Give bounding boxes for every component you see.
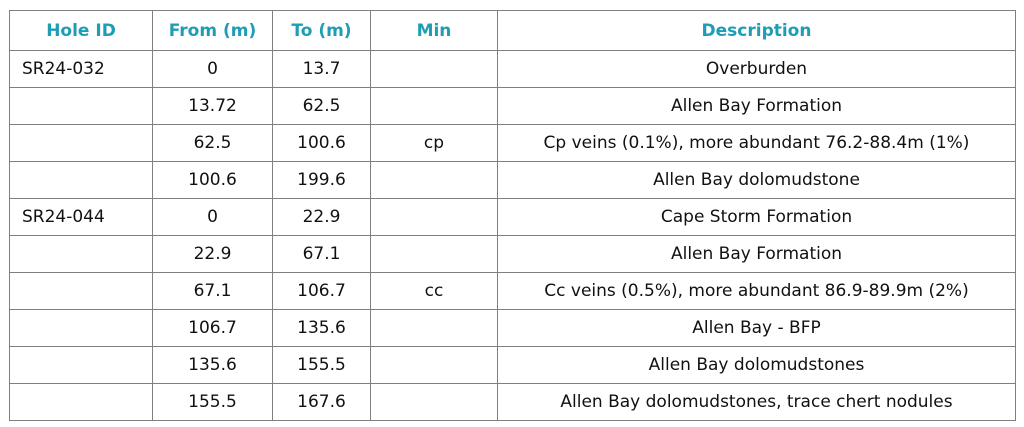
table-cell bbox=[9, 309, 153, 347]
table-cell bbox=[9, 383, 153, 421]
table-cell bbox=[370, 87, 498, 125]
table-cell bbox=[9, 346, 153, 384]
table-row: 106.7 135.6 Allen Bay - BFP bbox=[9, 309, 1016, 347]
table-cell bbox=[370, 346, 498, 384]
table-cell: 155.5 bbox=[272, 346, 371, 384]
table-cell: 100.6 bbox=[272, 124, 371, 162]
table-cell bbox=[370, 198, 498, 236]
table-cell: 67.1 bbox=[272, 235, 371, 273]
table-cell: SR24-032 bbox=[9, 50, 153, 88]
table-cell: 0 bbox=[152, 50, 273, 88]
table-cell: Cape Storm Formation bbox=[497, 198, 1016, 236]
table-cell: SR24-044 bbox=[9, 198, 153, 236]
column-header: To (m) bbox=[272, 10, 371, 51]
table-cell: Cp veins (0.1%), more abundant 76.2-88.4… bbox=[497, 124, 1016, 162]
table-cell: cc bbox=[370, 272, 498, 310]
table-cell: 199.6 bbox=[272, 161, 371, 199]
table-cell: 22.9 bbox=[152, 235, 273, 273]
table-cell: 100.6 bbox=[152, 161, 273, 199]
table-row: SR24-044 0 22.9 Cape Storm Formation bbox=[9, 198, 1016, 236]
table-wrapper: Hole ID From (m) To (m) Min Description SR24… bbox=[9, 10, 1016, 421]
table-cell: 167.6 bbox=[272, 383, 371, 421]
table-cell: cp bbox=[370, 124, 498, 162]
table-row: 13.72 62.5 Allen Bay Formation bbox=[9, 87, 1016, 125]
table-cell: 67.1 bbox=[152, 272, 273, 310]
column-header: From (m) bbox=[152, 10, 273, 51]
table-body: SR24-032 0 13.7 Overburden 13.72 62.5 Allen Ba… bbox=[9, 50, 1016, 421]
column-header: Description bbox=[497, 10, 1016, 51]
table-cell: 135.6 bbox=[272, 309, 371, 347]
table-cell: 155.5 bbox=[152, 383, 273, 421]
table-cell: Allen Bay dolomudstones bbox=[497, 346, 1016, 384]
table-row: 155.5 167.6 Allen Bay dolomudstones, trace… bbox=[9, 383, 1016, 421]
table-cell bbox=[9, 161, 153, 199]
table-cell: Allen Bay dolomudstone bbox=[497, 161, 1016, 199]
table-cell: 135.6 bbox=[152, 346, 273, 384]
table-cell: Allen Bay Formation bbox=[497, 87, 1016, 125]
column-header: Hole ID bbox=[9, 10, 153, 51]
table-cell: Overburden bbox=[497, 50, 1016, 88]
table-cell: Allen Bay Formation bbox=[497, 235, 1016, 273]
table-cell bbox=[9, 272, 153, 310]
table-cell bbox=[9, 124, 153, 162]
table-row: 22.9 67.1 Allen Bay Formation bbox=[9, 235, 1016, 273]
table-row: SR24-032 0 13.7 Overburden bbox=[9, 50, 1016, 88]
table-cell: 62.5 bbox=[272, 87, 371, 125]
table-cell bbox=[370, 383, 498, 421]
table-cell bbox=[370, 50, 498, 88]
drill-table: Hole ID From (m) To (m) Min Description SR24… bbox=[9, 10, 1016, 421]
table-cell: 0 bbox=[152, 198, 273, 236]
table-cell: 106.7 bbox=[272, 272, 371, 310]
table-cell: 62.5 bbox=[152, 124, 273, 162]
table-cell bbox=[370, 309, 498, 347]
table-row: 135.6 155.5 Allen Bay dolomudstones bbox=[9, 346, 1016, 384]
header-row: Hole ID From (m) To (m) Min Description bbox=[9, 10, 1016, 51]
table-cell: 106.7 bbox=[152, 309, 273, 347]
table-cell: Cc veins (0.5%), more abundant 86.9-89.9… bbox=[497, 272, 1016, 310]
table-cell: 13.7 bbox=[272, 50, 371, 88]
column-header: Min bbox=[370, 10, 498, 51]
table-cell bbox=[370, 161, 498, 199]
table-cell bbox=[9, 235, 153, 273]
table-cell: Allen Bay dolomudstones, trace chert nod… bbox=[497, 383, 1016, 421]
table-cell: 13.72 bbox=[152, 87, 273, 125]
table-row: 100.6 199.6 Allen Bay dolomudstone bbox=[9, 161, 1016, 199]
table-cell: Allen Bay - BFP bbox=[497, 309, 1016, 347]
table-cell bbox=[9, 87, 153, 125]
table-row: 67.1 106.7 cc Cc veins (0.5%), more abundan… bbox=[9, 272, 1016, 310]
table-cell bbox=[370, 235, 498, 273]
table-row: 62.5 100.6 cp Cp veins (0.1%), more abundan… bbox=[9, 124, 1016, 162]
table-cell: 22.9 bbox=[272, 198, 371, 236]
